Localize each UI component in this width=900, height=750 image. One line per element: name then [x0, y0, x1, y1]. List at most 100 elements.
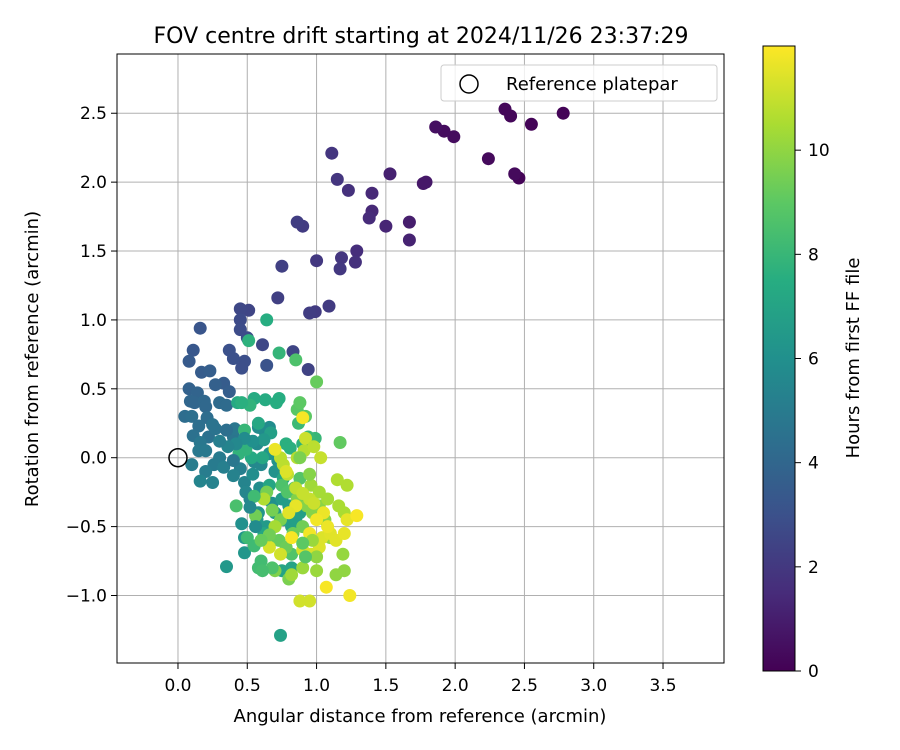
y-tick-label: 1.0	[80, 311, 107, 331]
data-point	[274, 628, 287, 642]
data-point	[310, 254, 324, 268]
data-point	[238, 476, 251, 489]
data-point	[329, 568, 343, 582]
colorbar-tick-label: 4	[808, 454, 819, 474]
data-point	[285, 531, 299, 545]
data-point	[341, 183, 355, 197]
data-point	[333, 262, 347, 276]
legend: Reference platepar	[440, 64, 718, 102]
data-point	[283, 441, 297, 455]
x-tick-label: 1.0	[303, 676, 330, 696]
data-point	[303, 594, 317, 608]
y-tick-label: 2.5	[80, 104, 107, 124]
data-point	[243, 500, 257, 514]
x-tick-label: 0.0	[164, 676, 191, 696]
x-tick-label: 1.5	[372, 676, 399, 696]
data-point	[303, 467, 317, 481]
data-point	[256, 451, 269, 465]
data-point	[303, 306, 317, 320]
reference-platepar-marker	[168, 447, 188, 468]
colorbar-ticks: 0 2 4 6 8 10	[795, 141, 830, 682]
data-point	[203, 364, 217, 378]
data-point	[233, 302, 247, 316]
data-point	[293, 396, 307, 410]
data-point	[238, 546, 251, 560]
colorbar-tick-label: 6	[808, 350, 819, 370]
x-axis-label: Angular distance from reference (arcmin)	[234, 706, 607, 727]
data-point	[199, 444, 213, 458]
x-axis-ticks: 0.0 0.5 1.0 1.5 2.0 2.5 3.0 3.5	[164, 663, 677, 696]
chart-title: FOV centre drift starting at 2024/11/26 …	[154, 24, 689, 49]
data-point	[182, 354, 196, 368]
data-point	[185, 409, 199, 423]
data-point	[296, 536, 310, 550]
data-point	[249, 520, 263, 534]
data-point	[199, 400, 213, 414]
y-tick-label: 0.5	[80, 380, 107, 400]
colorbar-tick-label: 10	[808, 141, 830, 161]
data-point	[192, 419, 206, 433]
data-point	[275, 259, 289, 273]
data-point	[299, 550, 312, 564]
data-point	[251, 416, 265, 430]
data-point	[337, 527, 351, 540]
colorbar-gradient	[762, 45, 796, 672]
data-point	[265, 503, 279, 517]
data-point	[325, 146, 339, 160]
data-point	[307, 440, 321, 454]
data-point	[260, 313, 274, 327]
colorbar-tick-label: 0	[808, 662, 819, 682]
data-point	[402, 233, 416, 247]
data-point	[340, 478, 354, 492]
data-point	[524, 117, 538, 131]
data-point	[274, 547, 287, 561]
data-point	[222, 343, 236, 357]
data-point	[199, 465, 213, 478]
data-point	[508, 167, 522, 181]
data-point	[229, 499, 243, 513]
x-tick-label: 2.0	[442, 676, 469, 696]
data-point	[256, 564, 269, 578]
data-point	[289, 353, 303, 367]
y-axis-label: Rotation from reference (arcmin)	[22, 211, 43, 507]
data-point	[556, 106, 570, 120]
data-point	[379, 219, 393, 233]
data-point	[233, 313, 247, 327]
data-points	[178, 102, 570, 642]
data-point	[310, 375, 324, 389]
y-tick-label: 0.0	[80, 449, 107, 469]
data-point	[213, 434, 227, 448]
data-point	[299, 431, 312, 445]
data-point	[217, 460, 231, 474]
plot-background	[117, 54, 724, 663]
data-point	[257, 433, 271, 447]
data-point	[319, 580, 333, 594]
data-point	[296, 561, 310, 575]
data-point	[193, 474, 207, 488]
x-tick-label: 3.0	[580, 676, 607, 696]
data-point	[279, 465, 293, 478]
data-point	[340, 513, 354, 527]
data-point	[186, 343, 200, 357]
data-point	[383, 167, 397, 181]
x-tick-label: 0.5	[234, 676, 261, 696]
data-point	[293, 594, 307, 608]
y-tick-label: −1.0	[66, 586, 107, 606]
data-point	[188, 396, 202, 410]
data-point	[208, 378, 222, 392]
data-point	[343, 589, 357, 602]
data-point	[293, 451, 307, 465]
data-point	[416, 177, 430, 190]
data-point	[322, 299, 336, 313]
data-point	[268, 442, 282, 456]
data-point	[247, 489, 261, 503]
data-point	[222, 385, 236, 399]
data-point	[220, 398, 233, 412]
legend-marker-reference	[459, 74, 479, 94]
data-point	[254, 533, 268, 547]
data-point	[185, 458, 199, 472]
data-point	[242, 334, 256, 348]
x-tick-label: 3.5	[649, 676, 676, 696]
colorbar: 0 2 4 6 8 10 Hours from first FF file	[762, 45, 864, 682]
data-point	[348, 255, 362, 269]
